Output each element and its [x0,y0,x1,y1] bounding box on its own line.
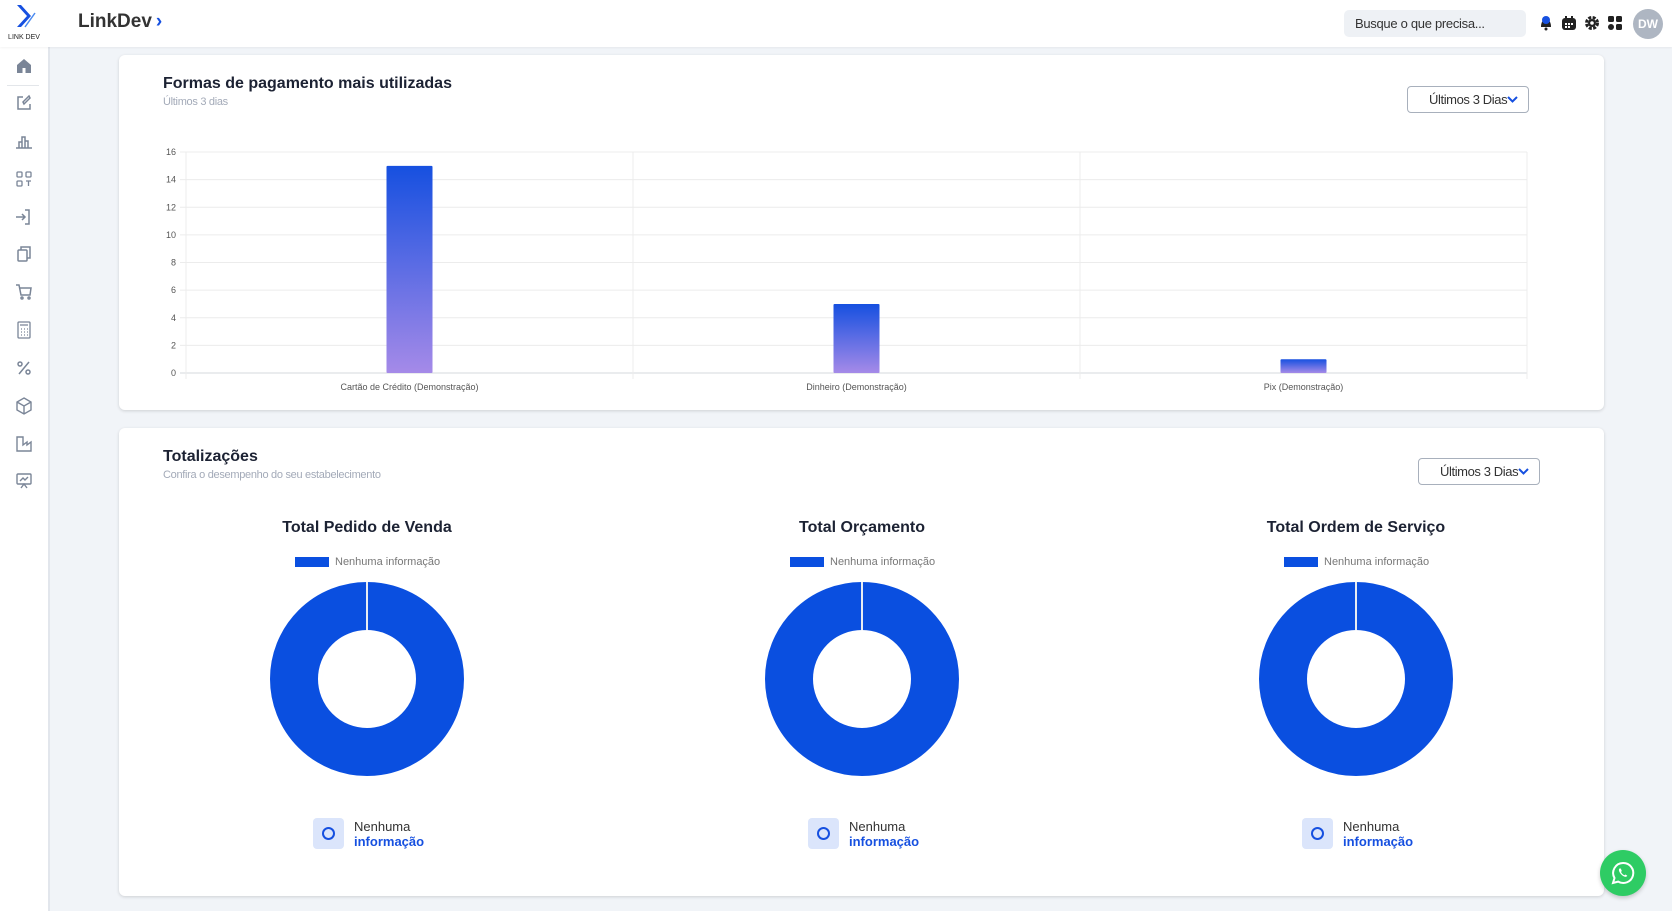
chevron-down-icon [1518,468,1529,475]
edit-icon[interactable] [14,93,34,113]
donut-title: Total Ordem de Serviço [1266,519,1446,536]
card-title: Totalizações [163,448,258,465]
payments-card: Formas de pagamento mais utilizadas Últi… [119,55,1604,410]
copy-icon[interactable] [14,244,34,264]
bar[interactable] [833,303,880,373]
legend-swatch [1284,557,1318,567]
presentation-icon[interactable] [14,471,34,491]
card-title: Formas de pagamento mais utilizadas [163,75,452,92]
logo[interactable]: LINK DEV [4,3,44,41]
legend-swatch [295,557,329,567]
y-tick-label: 4 [171,313,176,323]
logo-icon [17,5,36,28]
sidebar [0,47,50,911]
y-tick-label: 6 [171,285,176,295]
donut-legend[interactable]: Nenhuma informação [790,556,935,568]
period-dropdown[interactable]: Últimos 3 Dias [1418,458,1540,485]
circle-icon [1302,818,1333,849]
calendar-icon[interactable] [1561,15,1577,31]
card-subtitle: Últimos 3 dias [163,96,228,108]
info-summary: Nenhuma informação [313,818,424,849]
chevron-down-icon [1507,96,1518,103]
top-header: LINK DEV LinkDev › Busque o que precisa..… [0,0,1672,47]
circle-icon [313,818,344,849]
cart-icon[interactable] [14,282,34,302]
period-dropdown[interactable]: Últimos 3 Dias [1407,86,1529,113]
sidebar-divider [7,85,39,86]
payments-bar-chart: 0 2 4 6 8 10 12 14 16 Cartão de Crédito (Demonstr… [166,147,1528,392]
bar[interactable] [1280,359,1327,373]
donut-legend[interactable]: Nenhuma informação [1284,556,1429,568]
percent-icon[interactable] [14,358,34,378]
home-icon[interactable] [14,56,34,76]
calculator-icon[interactable] [14,320,34,340]
bell-icon[interactable] [1538,15,1554,31]
factory-icon[interactable] [14,434,34,454]
x-tick-label: Pix (Demonstração) [1264,382,1344,392]
x-tick-label: Cartão de Crédito (Demonstração) [340,382,478,392]
login-icon[interactable] [14,207,34,227]
whatsapp-icon [1611,861,1635,885]
avatar[interactable]: DW [1633,9,1663,39]
bar[interactable] [386,165,433,373]
apps-grid-icon[interactable] [1607,15,1623,31]
search-input[interactable]: Busque o que precisa... [1344,10,1526,37]
donut-chart [270,582,464,776]
box-icon[interactable] [14,396,34,416]
legend-swatch [790,557,824,567]
y-tick-label: 16 [166,147,176,157]
totals-card: Totalizações Confira o desempenho do seu… [119,428,1604,896]
y-tick-label: 0 [171,368,176,378]
y-tick-label: 8 [171,258,176,268]
info-summary: Nenhuma informação [1302,818,1413,849]
card-subtitle: Confira o desempenho do seu estabelecime… [163,469,381,481]
y-tick-label: 2 [171,340,176,350]
gear-icon[interactable] [1584,15,1600,31]
circle-icon [808,818,839,849]
donut-title: Total Pedido de Venda [282,519,452,536]
donut-chart [1259,582,1453,776]
y-tick-label: 14 [166,175,176,185]
chevron-right-icon: › [155,11,163,32]
brand-title[interactable]: LinkDev › [78,11,163,32]
y-tick-label: 12 [166,202,176,212]
donut-title: Total Orçamento [799,519,925,536]
info-summary: Nenhuma informação [808,818,919,849]
qr-scan-icon[interactable] [14,169,34,189]
x-tick-label: Dinheiro (Demonstração) [806,382,907,392]
y-tick-label: 10 [166,230,176,240]
donut-legend[interactable]: Nenhuma informação [295,556,440,568]
bar-chart-icon[interactable] [14,131,34,151]
whatsapp-button[interactable] [1600,850,1646,896]
donut-chart [765,582,959,776]
